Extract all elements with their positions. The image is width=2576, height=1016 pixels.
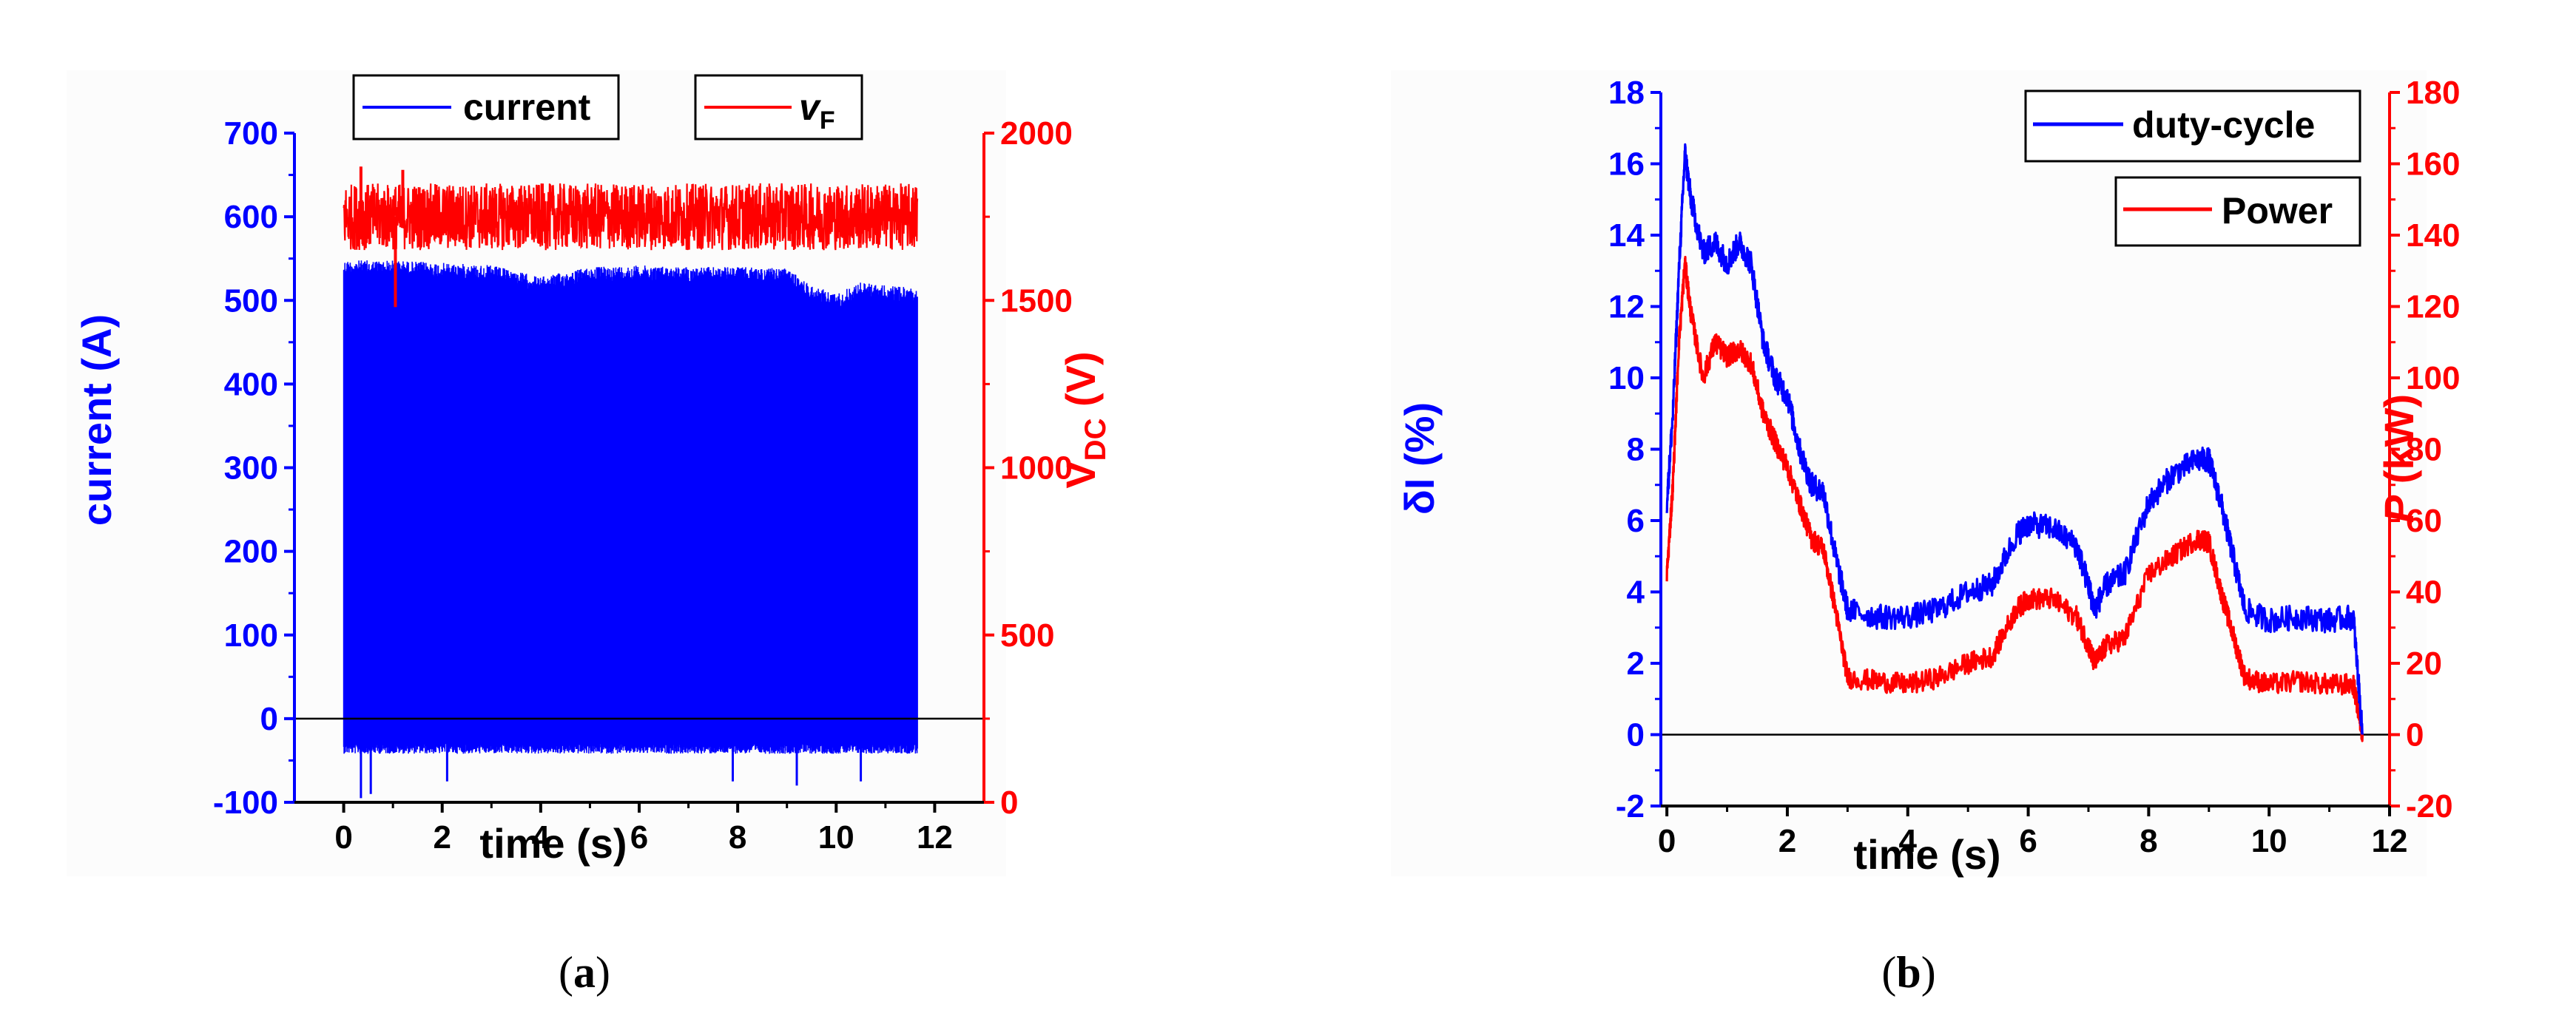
caption-b-open: ( (1881, 948, 1896, 997)
panel-b-ytick-label-8: 14 (1608, 217, 1645, 254)
panel-b-xtick-label-4: 8 (2140, 823, 2157, 859)
panel-a: -100010020030040050060070005001000150020… (73, 74, 1112, 867)
panel-a-y2tick-label-3: 1500 (1000, 282, 1073, 319)
panel-b-y2-axis-label: P (kW) (2376, 394, 2422, 523)
panel-b-y2-label-unit: (kW) (2376, 394, 2422, 495)
caption-a: (a) (559, 948, 610, 997)
panel-a-y2tick-label-4: 2000 (1000, 115, 1073, 152)
panel-b-y2tick-label-6: 100 (2406, 360, 2460, 396)
panel-a-ytick-label-8: 700 (224, 115, 278, 152)
panel-b-y2tick-label-10: 180 (2406, 75, 2460, 111)
panel-a-ytick-label-5: 400 (224, 366, 278, 402)
panel-b-xtick-label-1: 2 (1778, 823, 1796, 859)
panel-a-x-axis-label: time (s) (479, 820, 627, 867)
panel-b-ytick-label-9: 16 (1608, 146, 1645, 183)
panel-a-legend-vf-sub: F (820, 106, 835, 135)
panel-a-xtick-label-1: 2 (433, 819, 451, 856)
panel-a-ytick-label-2: 100 (224, 617, 278, 654)
panel-a-xtick-label-4: 8 (729, 819, 746, 856)
panel-b-ytick-label-1: 0 (1627, 717, 1645, 753)
caption-b-close: ) (1921, 948, 1936, 997)
caption-a-letter: a (573, 948, 596, 997)
panel-b-xtick-label-5: 10 (2251, 823, 2287, 859)
panel-a-xtick-label-6: 12 (917, 819, 953, 856)
panel-b-legend-box-power (2114, 176, 2361, 247)
panel-a-y2-label-sub: DC (1079, 419, 1112, 461)
panel-a-ytick-label-6: 500 (224, 282, 278, 319)
panel-a-y2tick-label-0: 0 (1000, 785, 1018, 821)
panel-b-ytick-label-10: 18 (1608, 75, 1645, 111)
panel-b-ytick-label-0: -2 (1616, 788, 1645, 824)
panel-b-y2tick-label-3: 40 (2406, 575, 2442, 611)
panel-b-y2tick-label-2: 20 (2406, 646, 2442, 682)
panel-b-ytick-label-5: 8 (1627, 432, 1645, 468)
panel-b-legend-label-duty: duty-cycle (2132, 104, 2315, 146)
panel-b-xtick-label-6: 12 (2372, 823, 2408, 859)
panel-b-y2tick-label-9: 160 (2406, 146, 2460, 183)
panel-a-ytick-label-1: 0 (260, 701, 278, 737)
panel-b-ytick-label-6: 10 (1608, 360, 1645, 396)
panel-b-ytick-label-3: 4 (1627, 575, 1645, 611)
panel-a-y-axis-label: current (A) (73, 314, 120, 526)
caption-b-letter: b (1896, 948, 1921, 997)
panel-a-ytick-label-7: 600 (224, 199, 278, 235)
panel-a-ytick-label-0: -100 (213, 785, 278, 821)
panel-b-series (1661, 143, 2390, 742)
panel-b-legend: duty-cycle Power (2024, 89, 2361, 247)
panel-a-legend-label-vf: vF (799, 87, 835, 135)
panel-b-y2-label-italic: P (2376, 495, 2422, 523)
panel-b: -2024681012141618-2002040608010012014016… (1396, 75, 2460, 878)
panel-a-axes: -100010020030040050060070005001000150020… (213, 115, 1073, 856)
panel-b-y-axis-label: δI (%) (1396, 402, 1443, 515)
panel-a-legend-vf-main: v (799, 87, 822, 128)
panel-a-xtick-label-3: 6 (630, 819, 648, 856)
panel-b-xtick-label-3: 6 (2019, 823, 2037, 859)
panel-b-y2tick-label-7: 120 (2406, 289, 2460, 325)
panel-b-xtick-label-0: 0 (1658, 823, 1676, 859)
panel-b-xtick-label-2: 4 (1899, 823, 1918, 859)
panel-a-xtick-label-0: 0 (334, 819, 352, 856)
panel-a-y2-label-unit: (V) (1057, 351, 1104, 418)
panel-a-ytick-label-3: 200 (224, 534, 278, 570)
panel-b-y2tick-label-0: -20 (2406, 788, 2453, 824)
panel-b-power-trace (1665, 256, 2364, 742)
panel-b-y2tick-label-5: 80 (2406, 432, 2442, 468)
panel-a-series (294, 166, 984, 799)
panel-a-legend: current vF (352, 74, 863, 140)
panel-b-axes: -2024681012141618-2002040608010012014016… (1608, 75, 2460, 859)
panel-a-current-trace (343, 260, 918, 754)
panel-b-y2tick-label-4: 60 (2406, 503, 2442, 539)
panel-b-ytick-label-2: 2 (1627, 646, 1645, 682)
panel-b-y2tick-label-8: 140 (2406, 217, 2460, 254)
panel-b-x-axis-label: time (s) (1853, 831, 2000, 878)
panel-a-y2tick-label-1: 500 (1000, 617, 1054, 654)
panel-a-ytick-label-4: 300 (224, 450, 278, 487)
caption-a-open: ( (559, 948, 573, 997)
panel-b-duty-cycle-trace (1665, 143, 2364, 735)
caption-a-close: ) (596, 948, 610, 997)
panel-a-xtick-label-5: 10 (818, 819, 854, 856)
panel-b-ytick-label-7: 12 (1608, 289, 1645, 325)
panel-b-ytick-label-4: 6 (1627, 503, 1645, 539)
panel-a-legend-label-current: current (463, 87, 591, 128)
panel-a-xtick-label-2: 4 (532, 819, 550, 856)
panel-a-y2-axis-label: VDC (V) (1057, 351, 1112, 488)
panel-b-legend-label-power: Power (2222, 190, 2333, 231)
panel-a-y2-label-main: V (1057, 461, 1104, 488)
panel-b-y2tick-label-1: 0 (2406, 717, 2424, 753)
panel-a-y2tick-label-2: 1000 (1000, 450, 1073, 487)
panel-a-vf-trace (343, 183, 919, 251)
caption-b: (b) (1881, 948, 1935, 997)
